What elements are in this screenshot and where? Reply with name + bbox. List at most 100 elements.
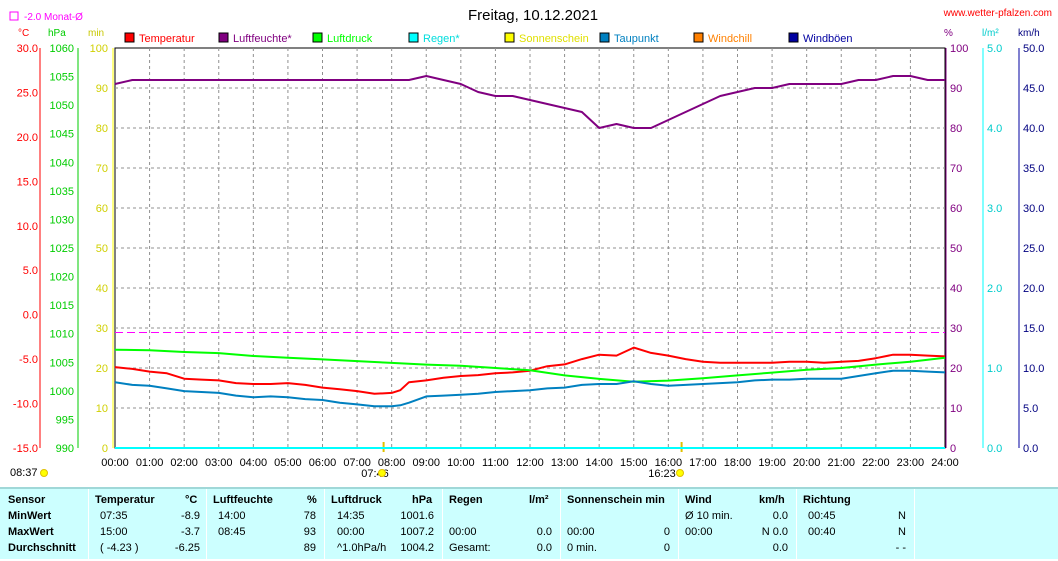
stats-cell-sun-time: 0 min.: [567, 542, 597, 554]
wind_kmh-tick-label: 40.0: [1023, 123, 1044, 135]
humidity_pct-tick-label: 90: [950, 83, 962, 95]
header-humidity: Luftfeuchte: [213, 494, 273, 506]
legend-swatch: [408, 32, 419, 43]
legend: Temperatur Luftfeuchte* Luftdruck Regen* Son…: [124, 32, 853, 45]
pressure_hpa-tick-label: 1055: [50, 72, 74, 84]
legend-swatch: [693, 32, 704, 43]
divider: [324, 489, 325, 561]
weather-chart: 30.0 25.0 20.0 15.0 10.0 5.0 0.0 -5.0 -10.0 -15.0…: [9, 7, 1052, 480]
pressure_hpa-tick-label: 1000: [50, 386, 74, 398]
x-tick-label: 10:00: [447, 457, 475, 469]
pressure_hpa-tick-label: 1015: [50, 300, 74, 312]
stats-cell-wind-val: 0.0: [772, 510, 788, 522]
x-tick-label: 05:00: [274, 457, 302, 469]
wind_kmh-tick-label: 15.0: [1023, 323, 1044, 335]
temperature_c-tick-label: 5.0: [23, 265, 38, 277]
x-tick-label: 01:00: [136, 457, 164, 469]
stats-cell-press-val: 1004.2: [400, 542, 434, 554]
temperature_c-tick-label: -10.0: [13, 399, 38, 411]
x-tick-label: 19:00: [758, 457, 786, 469]
stats-cell-sun-val: 0: [663, 526, 670, 538]
pressure_hpa-tick-label: 1010: [50, 329, 74, 341]
unit-hpa: hPa: [48, 28, 66, 39]
x-tick-label: 07:00: [343, 457, 371, 469]
humidity_pct-tick-label: 60: [950, 203, 962, 215]
pressure_hpa-tick-label: 995: [56, 414, 74, 426]
rain_lm2-tick-label: 5.0: [987, 43, 1002, 55]
stats-cell-wind-val: 0.0: [772, 542, 788, 554]
series-taupunkt: [114, 369, 946, 408]
stats-cell-hum-val: 93: [303, 526, 316, 538]
sunshine_min-tick-label: 60: [96, 203, 108, 215]
unit-percent: %: [944, 28, 953, 39]
stats-cell-dir-val: - -: [895, 542, 906, 554]
unit-kmh: km/h: [1018, 28, 1040, 39]
pressure_hpa-tick-label: 990: [56, 443, 74, 455]
temperature_c-tick-label: -5.0: [19, 354, 38, 366]
header-sensor: Sensor: [8, 494, 46, 506]
temperature_c-tick-label: 0.0: [23, 310, 38, 322]
humidity_pct-tick-label: 80: [950, 123, 962, 135]
unit-celsius: °C: [18, 28, 29, 39]
x-tick-label: 15:00: [620, 457, 648, 469]
sunrise-icon: [378, 469, 386, 477]
pressure_hpa-tick-label: 1045: [50, 129, 74, 141]
divider: [88, 489, 89, 561]
x-tick-label: 24:00: [931, 457, 959, 469]
legend-label: Temperatur: [139, 33, 195, 45]
stats-cell-temp-time: 07:35: [100, 510, 128, 522]
wind_kmh-tick-label: 35.0: [1023, 163, 1044, 175]
legend-swatch: [312, 32, 323, 43]
wind_kmh-tick-label: 50.0: [1023, 43, 1044, 55]
stats-cell-press-val: 1007.2: [400, 526, 434, 538]
stats-cell-dir-time: 00:45: [808, 510, 836, 522]
x-tick-label: 11:00: [482, 457, 509, 469]
x-tick-label: 22:00: [862, 457, 890, 469]
site-link[interactable]: www.wetter-pfalzen.com: [943, 8, 1052, 19]
stats-cell-press-time: 14:35: [337, 510, 365, 522]
pressure_hpa-tick-label: 1030: [50, 214, 74, 226]
unit-min: min: [88, 28, 104, 39]
stats-row-label: Durchschnitt: [8, 542, 76, 554]
stats-cell-wind-time: 00:00: [685, 526, 713, 538]
stats-cell-wind-time: Ø 10 min.: [685, 510, 733, 522]
x-tick-label: 12:00: [516, 457, 544, 469]
x-tick-label: 02:00: [170, 457, 198, 469]
x-tick-label: 00:00: [101, 457, 129, 469]
stats-cell-hum-val: 78: [303, 510, 316, 522]
sunshine_min-tick-label: 40: [96, 283, 108, 295]
x-tick-label: 20:00: [793, 457, 821, 469]
humidity_pct-tick-label: 30: [950, 323, 962, 335]
x-tick-label: 17:00: [689, 457, 717, 469]
stats-cell-press-time: 00:00: [337, 526, 365, 538]
sunshine_min-tick-label: 10: [96, 403, 108, 415]
sun-icon: [40, 469, 48, 477]
x-tick-label: 09:00: [412, 457, 440, 469]
series-temperatur: [114, 346, 946, 395]
sunset-icon: [676, 469, 684, 477]
wind_kmh-tick-label: 20.0: [1023, 283, 1044, 295]
divider: [206, 489, 207, 561]
stats-cell-hum-time: 08:45: [218, 526, 246, 538]
monthly-avg-label: -2.0 Monat-Ø: [24, 12, 83, 23]
header-rain-unit: l/m²: [529, 494, 549, 506]
stats-cell-rain-val: 0.0: [536, 542, 552, 554]
header-temperature: Temperatur: [95, 494, 155, 506]
pressure_hpa-tick-label: 1025: [50, 243, 74, 255]
header-wind-unit: km/h: [759, 494, 785, 506]
pressure_hpa-tick-label: 1035: [50, 186, 74, 198]
wind_kmh-tick-label: 0.0: [1023, 443, 1038, 455]
stats-cell-rain-time: 00:00: [449, 526, 477, 538]
stats-cell-dir-val: N: [898, 510, 906, 522]
humidity_pct-tick-label: 50: [950, 243, 962, 255]
monthly-avg-swatch: [9, 11, 19, 21]
sunset-time: 16:23: [648, 468, 676, 480]
divider: [560, 489, 561, 561]
header-wind: Wind: [685, 494, 712, 506]
sunshine_min-tick-label: 0: [102, 443, 108, 455]
legend-label: Regen*: [423, 33, 460, 45]
sunshine-duration: 08:37: [10, 467, 38, 479]
legend-swatch: [504, 32, 515, 43]
wind_kmh-tick-label: 25.0: [1023, 243, 1044, 255]
header-pressure-unit: hPa: [412, 494, 433, 506]
